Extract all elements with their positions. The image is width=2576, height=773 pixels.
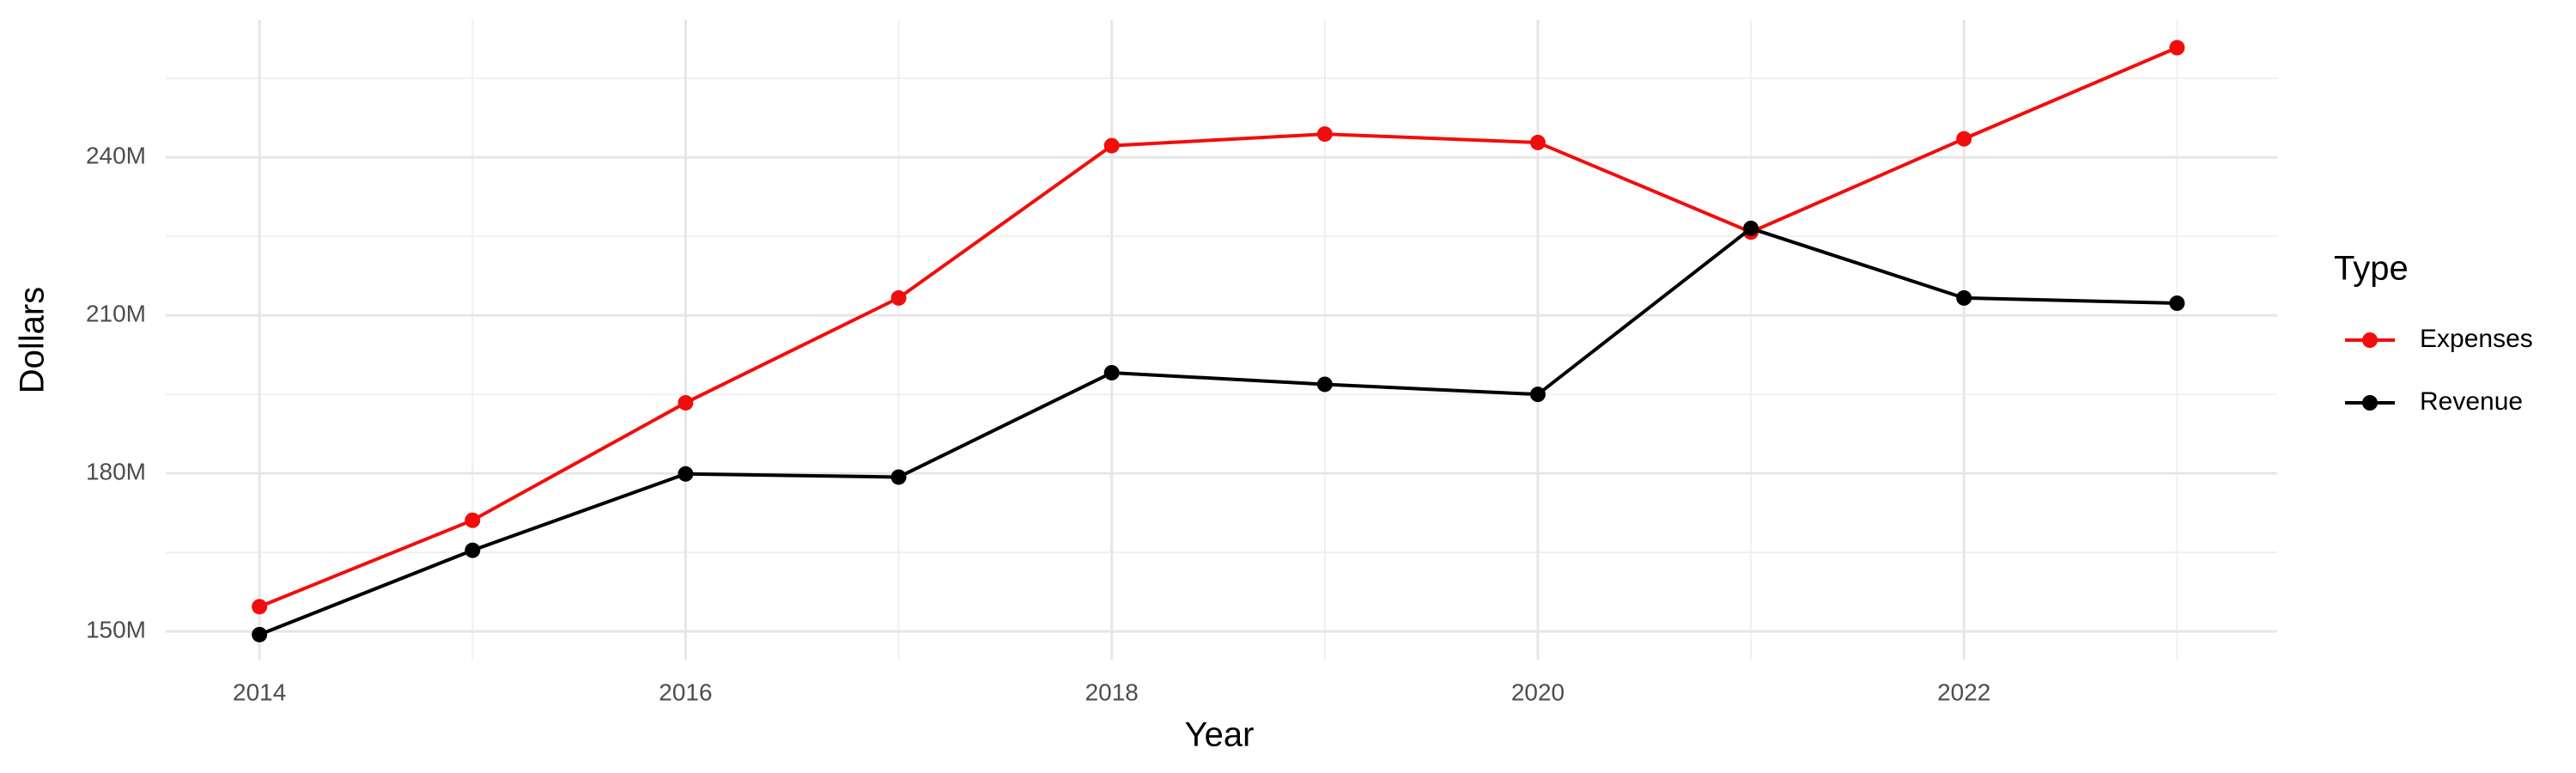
point (1103, 137, 1120, 154)
x-tick-label: 2018 (1085, 679, 1139, 705)
y-tick-label: 180M (86, 459, 146, 485)
legend-key-point (2362, 332, 2378, 348)
legend-key-point (2362, 395, 2378, 411)
point (1956, 131, 1972, 147)
point (1103, 364, 1120, 380)
point (465, 512, 481, 528)
point (252, 626, 268, 642)
point (2169, 295, 2185, 312)
point (465, 542, 481, 558)
legend-label: Expenses (2420, 325, 2533, 353)
legend-title: Type (2334, 250, 2409, 288)
y-tick-label: 240M (86, 142, 146, 168)
point (1316, 376, 1333, 393)
point (890, 469, 907, 485)
x-tick-label: 2020 (1511, 679, 1564, 705)
x-tick-label: 2016 (659, 679, 712, 705)
x-axis-title: Year (1185, 716, 1255, 754)
point (1316, 126, 1333, 143)
point (252, 599, 268, 615)
point (1743, 220, 1759, 236)
grid (166, 20, 2277, 660)
line (258, 46, 2178, 609)
series (252, 220, 2185, 642)
point (1956, 289, 1972, 306)
legend-label: Revenue (2420, 387, 2523, 416)
point (2169, 40, 2185, 56)
x-tick-label: 2014 (233, 679, 286, 705)
point (1529, 134, 1546, 150)
y-axis-title: Dollars (14, 287, 52, 393)
point (1529, 386, 1546, 403)
y-tick-label: 210M (86, 301, 146, 327)
point (890, 289, 907, 306)
point (677, 394, 694, 411)
point (677, 466, 694, 482)
y-tick-label: 150M (86, 617, 146, 643)
x-tick-label: 2022 (1937, 679, 1990, 705)
line (258, 226, 2178, 636)
series (252, 40, 2185, 615)
